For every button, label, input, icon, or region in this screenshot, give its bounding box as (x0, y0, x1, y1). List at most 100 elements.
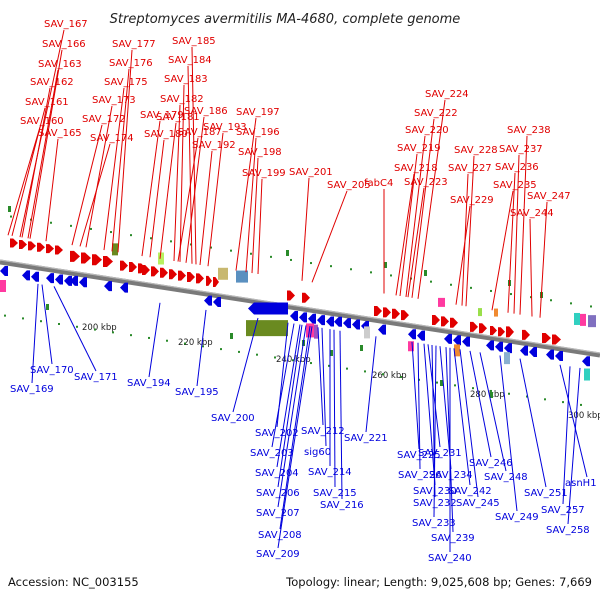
leader-line (103, 87, 125, 251)
gc-dot (436, 381, 438, 384)
gene-arrow (206, 275, 212, 286)
leader-line (7, 126, 41, 236)
leader-line (455, 205, 471, 305)
top-gene-label: SAV_244 (510, 208, 554, 219)
gene-arrow (453, 335, 461, 346)
gc-dot (550, 299, 552, 302)
leader-line (111, 68, 130, 252)
gc-markers (4, 206, 592, 406)
gc-marker (286, 250, 289, 256)
leader-line (411, 341, 420, 450)
bottom-gene-label: SAV_215 (313, 488, 357, 499)
gene-block (218, 267, 228, 280)
leader-line (567, 367, 581, 525)
top-gene-label: SAV_163 (38, 59, 82, 70)
gc-dot (346, 367, 348, 370)
axis-tick-label: 260 kbp (372, 371, 407, 381)
gene-block (478, 308, 482, 317)
gene-arrow (374, 305, 382, 316)
gc-dot (490, 289, 492, 292)
leader-line (395, 173, 415, 296)
bottom-gene-label: SAV_248 (484, 472, 528, 483)
gene-arrow (495, 341, 503, 352)
summary-text: Topology: linear; Length: 9,025,608 bp; … (285, 575, 592, 589)
leader-line (191, 46, 197, 265)
gc-dot (330, 265, 332, 268)
gc-dot (170, 240, 172, 243)
gene-arrow (498, 327, 505, 337)
gene-block (112, 243, 118, 256)
top-gene-label: SAV_180 (144, 129, 188, 140)
bottom-gene-label: SAV_209 (256, 549, 300, 560)
gc-dot (210, 246, 212, 249)
top-gene-label: SAV_228 (454, 145, 498, 156)
gc-marker (8, 206, 11, 212)
gene-arrow (408, 329, 416, 340)
gc-dot (130, 234, 132, 237)
gene-arrow (299, 312, 307, 323)
gene-arrow (178, 270, 186, 281)
gc-dot (470, 286, 472, 289)
gene-arrow (70, 275, 78, 286)
leader-line (479, 352, 507, 472)
top-gene-label: SAV_183 (164, 74, 208, 85)
gene-block (454, 344, 460, 357)
gene-arrow (46, 273, 54, 284)
top-gene-label: SAV_172 (82, 114, 126, 125)
gene-arrow (28, 241, 36, 251)
leader-line (207, 132, 224, 267)
bottom-gene-label: SAV_202 (255, 428, 299, 439)
gc-marker (330, 350, 333, 356)
gene-arrow (486, 340, 494, 351)
gene-arrow (432, 314, 440, 325)
axis-tick-label: 280 kbp (470, 390, 505, 400)
top-gene-label: fabC4 (364, 178, 393, 189)
gene-arrow (70, 250, 80, 262)
gene-arrow (383, 307, 391, 318)
leader-line (417, 342, 421, 470)
top-gene-label: SAV_227 (448, 163, 492, 174)
leader-line (317, 327, 324, 426)
gc-dot (290, 258, 292, 261)
gene-block (580, 313, 586, 326)
bottom-gene-label: SAV_203 (250, 448, 294, 459)
gene-arrow (334, 316, 342, 327)
gc-dot (310, 262, 312, 265)
leader-line (339, 330, 343, 500)
leader-line (279, 325, 311, 530)
gene-arrow (308, 313, 316, 324)
map-title: Streptomyces avermitilis MA-4680, comple… (110, 12, 461, 27)
gene-block (574, 312, 580, 325)
gene-arrow (317, 315, 325, 326)
gene-block (584, 368, 590, 381)
gc-dot (110, 231, 112, 234)
gc-dot (250, 252, 252, 255)
top-gene-labels: SAV_167 SAV_166 SAV_163 SAV_162 SAV_161 SAV_1… (20, 19, 571, 219)
gc-dot (292, 359, 294, 362)
leader-line (519, 358, 547, 488)
gene-arrow (504, 343, 512, 354)
gene-arrow (92, 254, 102, 266)
bottom-gene-label: SAV_195 (175, 387, 219, 398)
gene-arrow (470, 321, 478, 332)
gc-dot (4, 314, 6, 317)
top-gene-label: SAV_196 (236, 127, 280, 138)
leader-line (117, 49, 133, 253)
gene-arrow (187, 271, 195, 282)
gc-dot (450, 283, 452, 286)
leader-line (365, 336, 377, 433)
leader-line (31, 283, 39, 384)
top-gene-label: SAV_161 (25, 97, 69, 108)
gene-arrow (552, 334, 561, 345)
gc-dot (40, 320, 42, 323)
gc-dot (370, 271, 372, 274)
leader-line (469, 350, 492, 458)
bottom-gene-label: SAV_230 (413, 486, 457, 497)
bottom-gene-label: SAV_221 (344, 433, 388, 444)
gene-arrow (120, 282, 128, 293)
leader-line (513, 154, 520, 314)
leader-line (491, 190, 514, 311)
gc-dot (350, 268, 352, 271)
gene-block (504, 352, 510, 365)
gene-arrow (529, 346, 537, 357)
